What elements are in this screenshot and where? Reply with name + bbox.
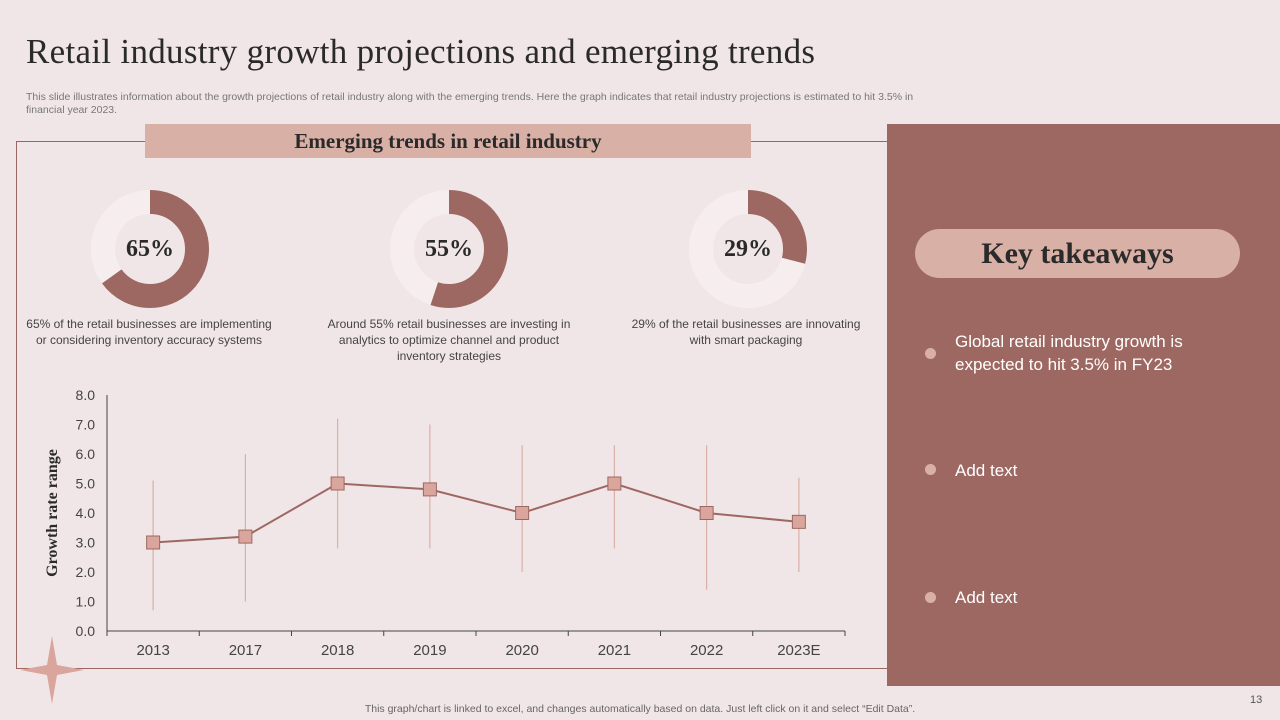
data-point [146, 535, 161, 550]
page-number: 13 [1250, 694, 1263, 706]
donut-value-3: 29% [724, 236, 772, 262]
donut-value-2: 55% [425, 236, 473, 262]
donut-chart-1 [91, 190, 209, 308]
donut-arc [689, 190, 807, 308]
donut-description-3: 29% of the retail businesses are innovat… [631, 317, 861, 347]
takeaway-item-3: Add text [955, 588, 1018, 607]
donut-arc [390, 190, 508, 308]
data-point [330, 476, 345, 491]
donut-chart-3 [689, 190, 807, 308]
y-tick-label: 4.0 [76, 505, 96, 521]
x-tick-label: 2013 [136, 642, 169, 659]
y-tick-label: 5.0 [76, 476, 96, 492]
y-tick-label: 0.0 [76, 623, 96, 639]
y-tick-label: 2.0 [76, 564, 96, 580]
x-tick-label: 2017 [229, 642, 262, 659]
data-point [699, 506, 714, 520]
data-point [422, 482, 437, 497]
bullet-icon [925, 348, 936, 359]
x-tick-label: 2019 [413, 642, 446, 659]
data-point [791, 514, 806, 529]
growth-line-chart: 0.0 1.0 2.0 3.0 4.0 5.0 6.0 7.0 8.0 2013 2017 2018 2… [44, 387, 846, 659]
key-takeaways-panel [887, 124, 1280, 686]
series-line [153, 482, 799, 544]
data-point [238, 529, 253, 544]
y-tick-label: 1.0 [76, 594, 96, 610]
donut-description-1: 65% of the retail businesses are impleme… [26, 317, 272, 347]
sparkle-icon [20, 636, 84, 704]
donut-arc [91, 190, 209, 308]
y-tick-label: 6.0 [76, 446, 96, 462]
data-point [515, 506, 530, 520]
x-tick-label: 2018 [321, 642, 354, 659]
trends-banner: Emerging trends in retail industry [145, 124, 751, 158]
y-tick-label: 7.0 [76, 417, 96, 433]
x-tick-label: 2020 [505, 642, 538, 659]
footer-note: This graph/chart is linked to excel, and… [364, 703, 916, 715]
x-tick-label: 2022 [690, 642, 723, 659]
y-tick-label: 3.0 [76, 535, 96, 551]
donut-value-1: 65% [126, 236, 174, 262]
bullet-icon [925, 464, 936, 475]
x-tick-label: 2021 [598, 642, 631, 659]
y-axis-title: Growth rate range [44, 449, 61, 577]
takeaway-item-1: Global retail industry growth is expecte… [955, 332, 1183, 374]
x-tick-label: 2023E [777, 642, 820, 659]
key-takeaways-title: Key takeaways [915, 229, 1240, 278]
page-title: Retail industry growth projections and e… [26, 32, 816, 71]
y-tick-label: 8.0 [76, 387, 96, 403]
data-point [607, 476, 622, 491]
bullet-icon [925, 592, 936, 603]
takeaway-item-2: Add text [955, 461, 1018, 480]
donut-chart-2 [390, 190, 508, 308]
donut-description-2: Around 55% retail businesses are investi… [327, 317, 571, 363]
page-subtitle: This slide illustrates information about… [26, 91, 914, 116]
